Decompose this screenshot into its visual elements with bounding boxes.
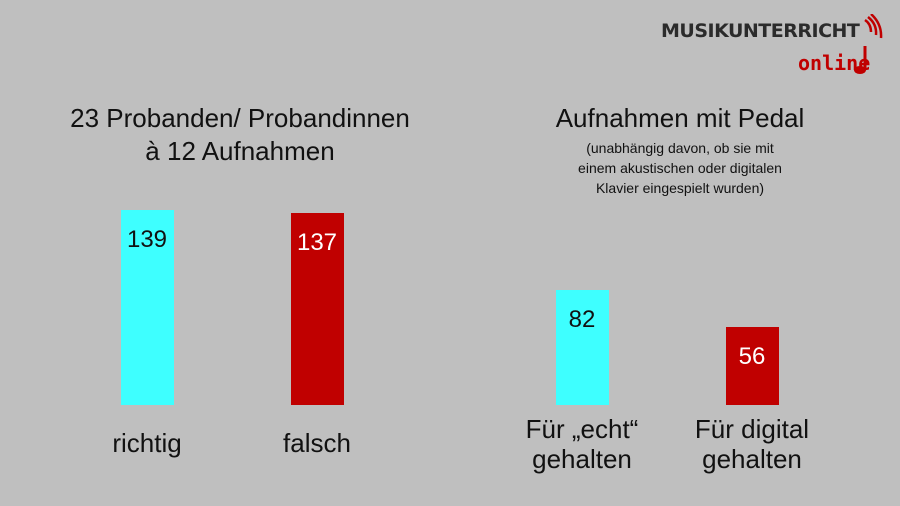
category-label-line: Für „echt“ [525,414,639,444]
subtitle-line: (unabhängig davon, ob sie mit [586,140,774,156]
chart-title-pedal: Aufnahmen mit Pedal [555,103,805,133]
chart-title-line: 23 Probanden/ Probandinnen [70,103,410,133]
music-note-icon [854,14,883,74]
chart1-category-label: falsch [283,428,351,458]
category-label-line: falsch [283,428,351,458]
chart2-bar [725,326,779,405]
category-label-line: richtig [112,428,182,458]
chart2-category-label: Für „echt“ gehalten [526,414,639,474]
chart2-category-label: Für digital gehalten [695,414,809,474]
chart1-bar [120,210,174,405]
subtitle-line: einem akustischen oder digitalen [578,160,782,176]
category-label-line: Für digital [694,414,810,444]
chart1-value-label: 137 [296,229,338,257]
chart1-category-label: richtig [112,428,181,458]
chart-title-line: à 12 Aufnahmen [145,136,335,166]
subtitle-line: Klavier eingespielt wurden) [595,180,765,196]
chart1-bar [290,213,344,405]
chart-subtitle-pedal: (unabhängig davon, ob sie mit einem akus… [500,138,860,198]
chart2-value-label: 56 [738,342,766,370]
category-label-line: gehalten [702,444,802,474]
chart2-value-label: 82 [568,306,596,334]
chart2-bar [555,290,609,405]
logo: MUSIKUNTERRICHT online [655,14,887,76]
logo-text-main: MUSIKUNTERRICHT [661,20,860,42]
category-label-line: gehalten [532,444,632,474]
chart1-value-label: 139 [126,226,168,254]
chart-title-overall: 23 Probanden/ Probandinnen à 12 Aufnahme… [40,102,440,168]
